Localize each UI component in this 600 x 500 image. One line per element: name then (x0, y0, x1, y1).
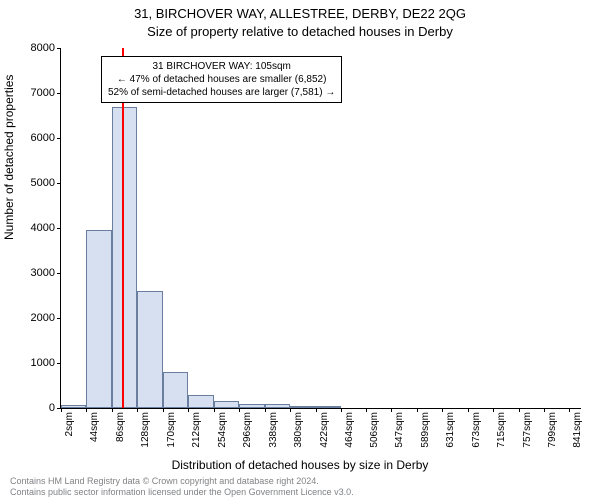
x-tick-label: 170sqm (166, 412, 177, 448)
x-tick-label: 631sqm (445, 412, 456, 448)
histogram-bar (265, 404, 290, 408)
x-tick-label: 2sqm (64, 412, 75, 436)
y-tick-label: 2000 (31, 312, 55, 324)
histogram-bar (61, 405, 86, 408)
x-tick-mark (519, 408, 520, 412)
histogram-bar (188, 395, 213, 409)
y-tick-label: 8000 (31, 42, 55, 54)
x-tick-label: 841sqm (572, 412, 583, 448)
x-tick-mark (442, 408, 443, 412)
x-tick-mark (366, 408, 367, 412)
annotation-line2: ← 47% of detached houses are smaller (6,… (108, 73, 335, 86)
histogram-bar (137, 291, 162, 408)
x-tick-mark (112, 408, 113, 412)
x-tick-mark (214, 408, 215, 412)
x-tick-label: 799sqm (547, 412, 558, 448)
x-tick-mark (163, 408, 164, 412)
x-tick-label: 128sqm (140, 412, 151, 448)
y-tick-mark (57, 48, 61, 49)
x-tick-mark (86, 408, 87, 412)
x-tick-mark (417, 408, 418, 412)
x-tick-mark (569, 408, 570, 412)
annotation-box: 31 BIRCHOVER WAY: 105sqm ← 47% of detach… (101, 56, 342, 103)
x-tick-mark (290, 408, 291, 412)
x-tick-label: 422sqm (319, 412, 330, 448)
x-tick-label: 296sqm (242, 412, 253, 448)
x-tick-mark (468, 408, 469, 412)
y-tick-label: 6000 (31, 132, 55, 144)
y-tick-label: 3000 (31, 267, 55, 279)
x-tick-mark (137, 408, 138, 412)
y-tick-mark (57, 138, 61, 139)
y-tick-label: 5000 (31, 177, 55, 189)
x-tick-label: 86sqm (115, 412, 126, 442)
histogram-bar (214, 401, 239, 408)
histogram-bar (290, 406, 315, 408)
footer-line1: Contains HM Land Registry data © Crown c… (10, 476, 354, 487)
y-axis-label: Number of detached properties (2, 75, 16, 240)
footer-attribution: Contains HM Land Registry data © Crown c… (10, 476, 354, 498)
x-tick-mark (341, 408, 342, 412)
y-tick-label: 4000 (31, 222, 55, 234)
x-tick-mark (544, 408, 545, 412)
x-tick-label: 254sqm (217, 412, 228, 448)
y-tick-mark (57, 363, 61, 364)
x-tick-label: 338sqm (268, 412, 279, 448)
x-tick-mark (265, 408, 266, 412)
x-tick-mark (391, 408, 392, 412)
x-tick-label: 464sqm (344, 412, 355, 448)
chart-container: 31, BIRCHOVER WAY, ALLESTREE, DERBY, DE2… (0, 0, 600, 500)
x-tick-label: 673sqm (471, 412, 482, 448)
x-tick-label: 506sqm (369, 412, 380, 448)
footer-line2: Contains public sector information licen… (10, 487, 354, 498)
x-tick-label: 212sqm (191, 412, 202, 448)
x-tick-label: 547sqm (394, 412, 405, 448)
x-tick-mark (316, 408, 317, 412)
chart-title-subtitle: Size of property relative to detached ho… (0, 24, 600, 39)
histogram-bar (316, 406, 341, 408)
x-tick-label: 589sqm (420, 412, 431, 448)
x-tick-label: 715sqm (496, 412, 507, 448)
annotation-line3: 52% of semi-detached houses are larger (… (108, 86, 335, 99)
y-tick-mark (57, 318, 61, 319)
histogram-bar (163, 372, 188, 408)
histogram-bar (112, 107, 137, 409)
y-tick-mark (57, 183, 61, 184)
x-axis-label: Distribution of detached houses by size … (0, 458, 600, 472)
y-tick-label: 1000 (31, 357, 55, 369)
x-tick-label: 380sqm (293, 412, 304, 448)
plot-area: 0100020003000400050006000700080002sqm44s… (60, 48, 581, 409)
y-tick-mark (57, 93, 61, 94)
x-tick-mark (239, 408, 240, 412)
chart-title-address: 31, BIRCHOVER WAY, ALLESTREE, DERBY, DE2… (0, 6, 600, 21)
x-tick-mark (188, 408, 189, 412)
x-tick-mark (61, 408, 62, 412)
x-tick-label: 44sqm (89, 412, 100, 442)
x-tick-label: 757sqm (522, 412, 533, 448)
x-tick-mark (493, 408, 494, 412)
y-tick-mark (57, 228, 61, 229)
histogram-bar (239, 404, 264, 409)
histogram-bar (86, 230, 111, 408)
annotation-line1: 31 BIRCHOVER WAY: 105sqm (108, 60, 335, 73)
y-tick-mark (57, 273, 61, 274)
y-tick-label: 7000 (31, 87, 55, 99)
y-tick-label: 0 (49, 402, 55, 414)
